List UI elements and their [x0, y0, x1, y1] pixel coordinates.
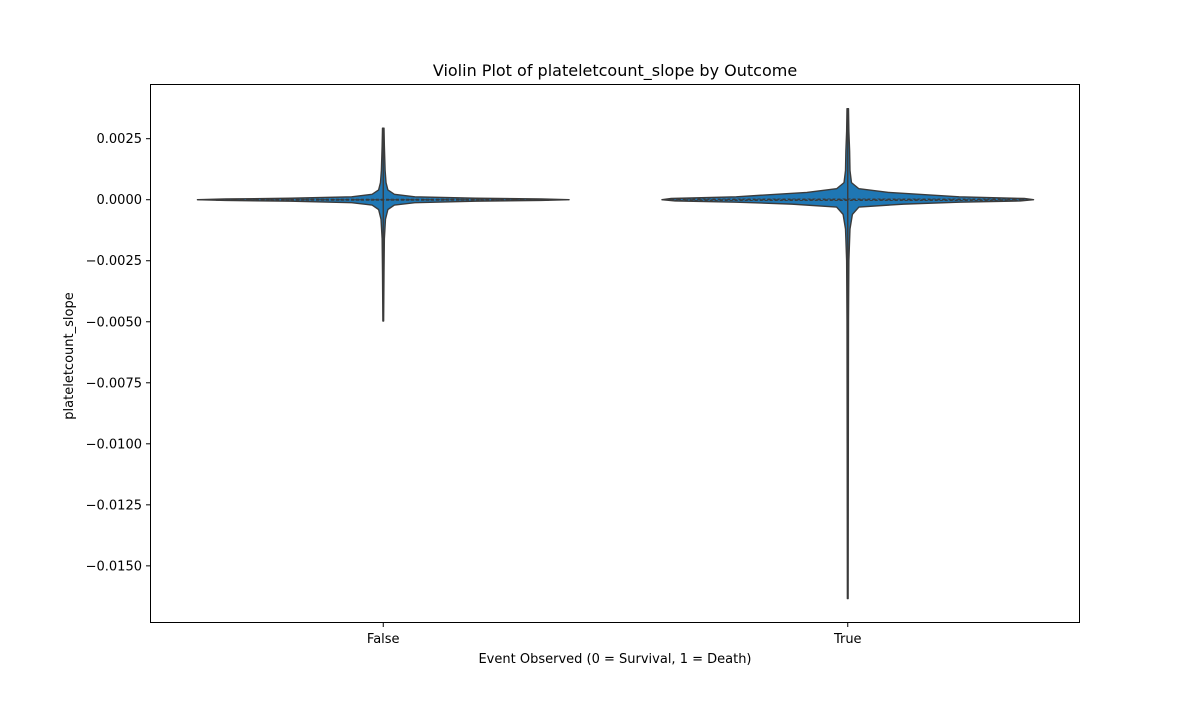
- plot-frame: [150, 84, 1080, 623]
- y-tick-label: −0.0100: [86, 437, 142, 452]
- y-tick-label: −0.0150: [86, 559, 142, 574]
- y-tick-label: −0.0075: [86, 376, 142, 391]
- y-tick-label: 0.0025: [97, 132, 143, 147]
- y-tick-label: −0.0025: [86, 254, 142, 269]
- y-tick-label: 0.0000: [97, 193, 143, 208]
- chart-title: Violin Plot of plateletcount_slope by Ou…: [433, 61, 797, 81]
- y-tick-label: −0.0125: [86, 498, 142, 513]
- y-axis: 0.0025 0.0000 −0.0025 −0.0050 −0.0075 −0.0100…: [86, 132, 151, 574]
- x-axis: False True: [367, 622, 862, 647]
- x-tick-label: True: [833, 632, 862, 647]
- violin-group: [661, 107, 1035, 600]
- violin-group: [196, 127, 570, 322]
- y-tick-label: −0.0050: [86, 315, 142, 330]
- y-axis-label: plateletcount_slope: [62, 292, 77, 419]
- x-tick-label: False: [367, 632, 400, 647]
- plot-area: [196, 107, 1035, 600]
- x-axis-label: Event Observed (0 = Survival, 1 = Death): [478, 652, 751, 667]
